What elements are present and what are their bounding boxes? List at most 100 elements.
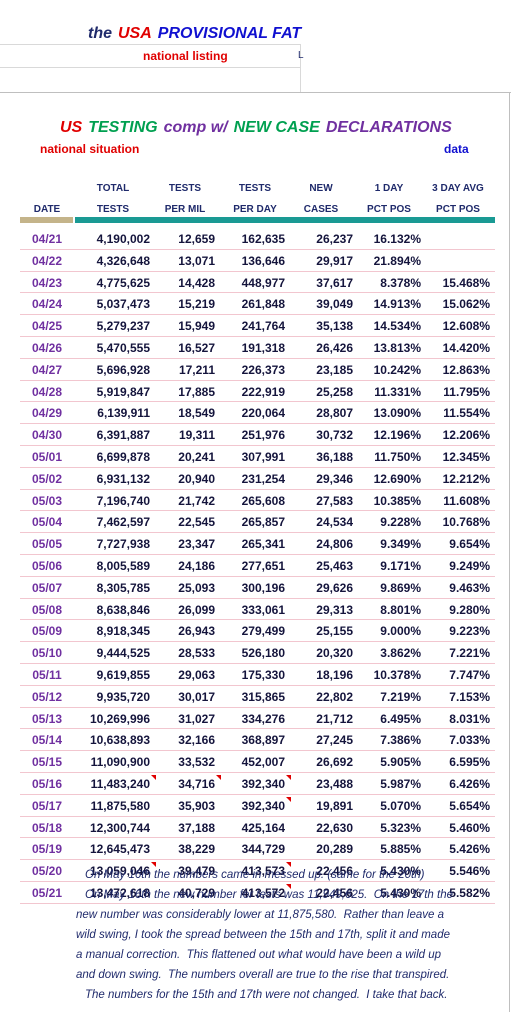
value-cell: 40,729 (178, 886, 215, 900)
comment-marker (151, 862, 156, 868)
value-cell: 265,341 (241, 537, 285, 552)
value-cell: 6.595% (449, 755, 490, 770)
value-cell: 9.349% (380, 537, 421, 552)
row-divider (20, 314, 495, 315)
value-cell: 8,918,345 (96, 624, 150, 639)
note-line: On May 16th the numbers came in messed u… (85, 869, 425, 881)
column-header: TESTS (238, 183, 272, 194)
date-cell: 04/21 (31, 232, 63, 246)
date-cell: 05/10 (31, 646, 63, 661)
value-cell: 9.280% (449, 602, 490, 617)
column-header: PER DAY (233, 204, 277, 215)
row-divider (20, 576, 495, 577)
note-line: and down swing. The numbers overall are … (76, 969, 450, 981)
value-cell: 241,764 (241, 319, 285, 334)
grid-line (300, 44, 301, 92)
value-cell: 12.206% (442, 428, 490, 443)
value-cell: 222,919 (241, 384, 285, 399)
row-divider (20, 467, 495, 468)
value-cell: 31,027 (178, 711, 215, 726)
value-cell: 23,347 (178, 537, 215, 552)
value-cell: 4,775,625 (96, 275, 150, 290)
value-cell: 11.608% (443, 493, 490, 508)
value-cell: 23,185 (316, 362, 353, 377)
value-cell: 29,313 (316, 602, 353, 617)
note-line: The numbers for the 15th and 17th were n… (85, 989, 448, 1001)
value-cell: 392,340 (241, 798, 285, 813)
value-cell: 6,931,132 (96, 471, 150, 486)
value-cell: 20,320 (316, 646, 353, 661)
sheet-border (0, 92, 511, 93)
date-cell: 05/21 (31, 886, 63, 900)
value-cell: 11,090,900 (90, 755, 150, 770)
value-cell: 5,037,473 (96, 297, 150, 312)
row-divider (20, 554, 495, 555)
date-cell: 04/30 (31, 428, 63, 443)
value-cell: 12.690% (373, 471, 421, 486)
title-part: DECLARATIONS (325, 119, 452, 136)
value-cell: 448,977 (241, 275, 285, 290)
value-cell: 12.196% (373, 428, 421, 443)
left-label: national situation (40, 142, 140, 156)
value-cell: 4,326,648 (96, 253, 150, 268)
value-cell: 22,630 (316, 820, 353, 835)
value-cell: 392,340 (241, 777, 285, 791)
value-cell: 5.323% (380, 820, 421, 835)
value-cell: 37,617 (316, 275, 353, 290)
grid-line (0, 67, 300, 68)
date-cell: 05/18 (31, 820, 63, 835)
row-divider (20, 380, 495, 381)
value-cell: 11.750% (374, 450, 421, 464)
value-cell: 13,071 (178, 253, 215, 268)
value-cell: 413,572 (241, 886, 285, 900)
title-part: the (88, 25, 112, 42)
value-cell: 425,164 (241, 820, 285, 835)
value-cell: 12.212% (442, 471, 490, 486)
date-cell: 05/09 (31, 624, 63, 639)
comment-marker (286, 796, 291, 802)
title-part: USA (118, 25, 152, 42)
row-divider (20, 532, 495, 533)
column-header: DATE (33, 204, 61, 215)
value-cell: 7,727,938 (96, 537, 150, 552)
value-cell: 9,935,720 (96, 689, 150, 704)
row-divider (20, 271, 495, 272)
value-cell: 37,188 (178, 820, 215, 835)
value-cell: 5.905% (380, 755, 421, 770)
value-cell: 191,318 (241, 341, 285, 355)
value-cell: 16.132% (373, 232, 421, 246)
value-cell: 6,391,887 (96, 428, 150, 443)
value-cell: 6,699,878 (96, 450, 150, 464)
column-header: PCT POS (436, 204, 480, 215)
comment-marker (151, 775, 156, 780)
row-divider (20, 728, 495, 729)
value-cell: 18,196 (316, 668, 353, 682)
note-line: a manual correction. This flattened out … (76, 949, 442, 961)
value-cell: 279,499 (241, 624, 285, 639)
value-cell: 7.153% (449, 689, 490, 704)
value-cell: 5.426% (449, 842, 490, 857)
value-cell: 7,462,597 (96, 515, 150, 530)
row-divider (20, 598, 495, 599)
value-cell: 11.331% (374, 384, 421, 399)
value-cell: 368,897 (241, 733, 285, 748)
column-header: PCT POS (367, 204, 411, 215)
value-cell: 34,716 (178, 777, 215, 791)
date-cell: 04/27 (31, 362, 63, 377)
date-cell: 05/15 (31, 755, 63, 770)
date-header-bar (20, 217, 73, 223)
value-cell: 175,330 (241, 668, 285, 682)
value-cell: 136,646 (241, 253, 285, 268)
value-cell: 277,651 (241, 559, 285, 573)
row-divider (20, 489, 495, 490)
value-cell: 6.495% (380, 711, 421, 726)
date-cell: 05/05 (31, 537, 63, 552)
value-cell: 15,219 (178, 297, 215, 312)
value-cell: 14.913% (373, 297, 421, 312)
value-cell: 226,373 (241, 362, 285, 377)
value-cell: 3.862% (380, 646, 421, 661)
row-divider (20, 685, 495, 686)
value-cell: 29,346 (316, 471, 353, 486)
date-cell: 05/11 (32, 668, 62, 682)
value-cell: 7,196,740 (96, 493, 150, 508)
